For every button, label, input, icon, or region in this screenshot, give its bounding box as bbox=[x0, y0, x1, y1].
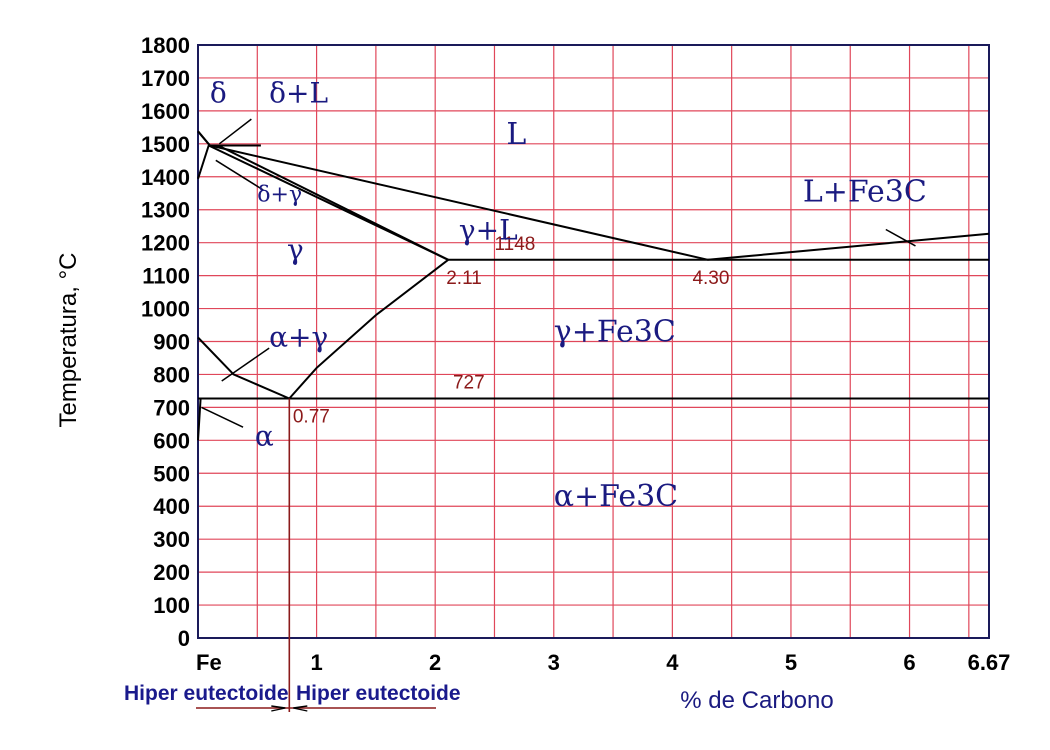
y-tick-label: 300 bbox=[153, 527, 190, 552]
region-label: δ+γ bbox=[257, 182, 302, 207]
hiper-eutectoide-right: Hiper eutectoide bbox=[296, 682, 461, 705]
region-label: δ+L bbox=[269, 77, 328, 110]
y-tick-label: 1800 bbox=[141, 33, 190, 58]
point-label: 727 bbox=[453, 372, 485, 393]
y-tick-label: 1000 bbox=[141, 297, 190, 322]
eutectoid-marker bbox=[196, 398, 436, 712]
x-tick-label: 1 bbox=[310, 650, 322, 675]
region-labels: 1148 2.11 4.30 727 0.77 Lδ δ+L δ+γ γ γ+L L+Fe3C γ+F… bbox=[210, 77, 927, 515]
hiper-eutectoide-left: Hiper eutectoide bbox=[124, 682, 289, 705]
y-tick-label: 1200 bbox=[141, 231, 190, 256]
region-label: γ+Fe3C bbox=[554, 315, 676, 350]
y-tick-label: 200 bbox=[153, 560, 190, 585]
axis-ticks: 0 100 200 300 400 500 600 700 800 900 1000 1100 1200… bbox=[141, 33, 1010, 675]
y-tick-label: 900 bbox=[153, 330, 190, 355]
y-tick-label: 0 bbox=[178, 626, 190, 651]
y-axis-title: Temperatura, °C bbox=[55, 253, 82, 428]
region-label: α+γ bbox=[269, 320, 328, 353]
region-label: α+Fe3C bbox=[554, 479, 678, 514]
point-label: 2.11 bbox=[446, 268, 482, 289]
x-tick-label: 2 bbox=[429, 650, 441, 675]
phase-boundary bbox=[217, 144, 449, 261]
y-tick-label: 1700 bbox=[141, 66, 190, 91]
x-tick-label: 4 bbox=[666, 650, 679, 675]
grid bbox=[197, 44, 989, 639]
x-tick-label: 6.67 bbox=[968, 650, 1011, 675]
plot-border bbox=[197, 44, 990, 639]
y-tick-label: 1400 bbox=[141, 165, 190, 190]
phase-boundaries bbox=[197, 118, 990, 441]
region-label: α bbox=[255, 419, 274, 452]
leader-line bbox=[221, 347, 270, 382]
phase-boundary bbox=[197, 130, 211, 147]
point-label: 1148 bbox=[494, 234, 535, 255]
leader-line bbox=[885, 228, 916, 247]
point-label: 4.30 bbox=[692, 268, 729, 289]
leader-line bbox=[218, 118, 252, 145]
y-tick-label: 800 bbox=[153, 362, 190, 387]
region-label: L+Fe3C bbox=[803, 174, 927, 209]
region-label: δ bbox=[210, 77, 227, 110]
y-tick-label: 1300 bbox=[141, 198, 190, 223]
x-tick-label: 5 bbox=[785, 650, 797, 675]
leader-line bbox=[215, 159, 264, 191]
x-tick-label: 3 bbox=[548, 650, 560, 675]
phase-boundary bbox=[197, 336, 290, 400]
region-label: γ bbox=[287, 233, 304, 266]
y-tick-label: 1600 bbox=[141, 99, 190, 124]
phase-boundary bbox=[288, 259, 449, 400]
plot-frame bbox=[197, 44, 990, 639]
region-label: γ+L bbox=[459, 213, 518, 246]
phase-boundary bbox=[197, 144, 449, 261]
y-tick-label: 1500 bbox=[141, 132, 190, 157]
y-tick-label: 600 bbox=[153, 428, 190, 453]
x-axis-title: % de Carbono bbox=[680, 687, 833, 714]
y-tick-label: 400 bbox=[153, 494, 190, 519]
arrow-right bbox=[293, 705, 308, 712]
y-tick-label: 700 bbox=[153, 395, 190, 420]
y-tick-label: 100 bbox=[153, 593, 190, 618]
point-label: 0.77 bbox=[293, 406, 330, 427]
region-label: L bbox=[506, 117, 526, 152]
y-tick-label: 1100 bbox=[142, 264, 190, 289]
x-tick-label: Fe bbox=[196, 650, 222, 675]
leader-line bbox=[201, 406, 244, 428]
y-tick-label: 500 bbox=[153, 461, 190, 486]
x-tick-label: 6 bbox=[903, 650, 915, 675]
arrow-left bbox=[271, 705, 286, 712]
phase-boundary bbox=[197, 397, 202, 441]
